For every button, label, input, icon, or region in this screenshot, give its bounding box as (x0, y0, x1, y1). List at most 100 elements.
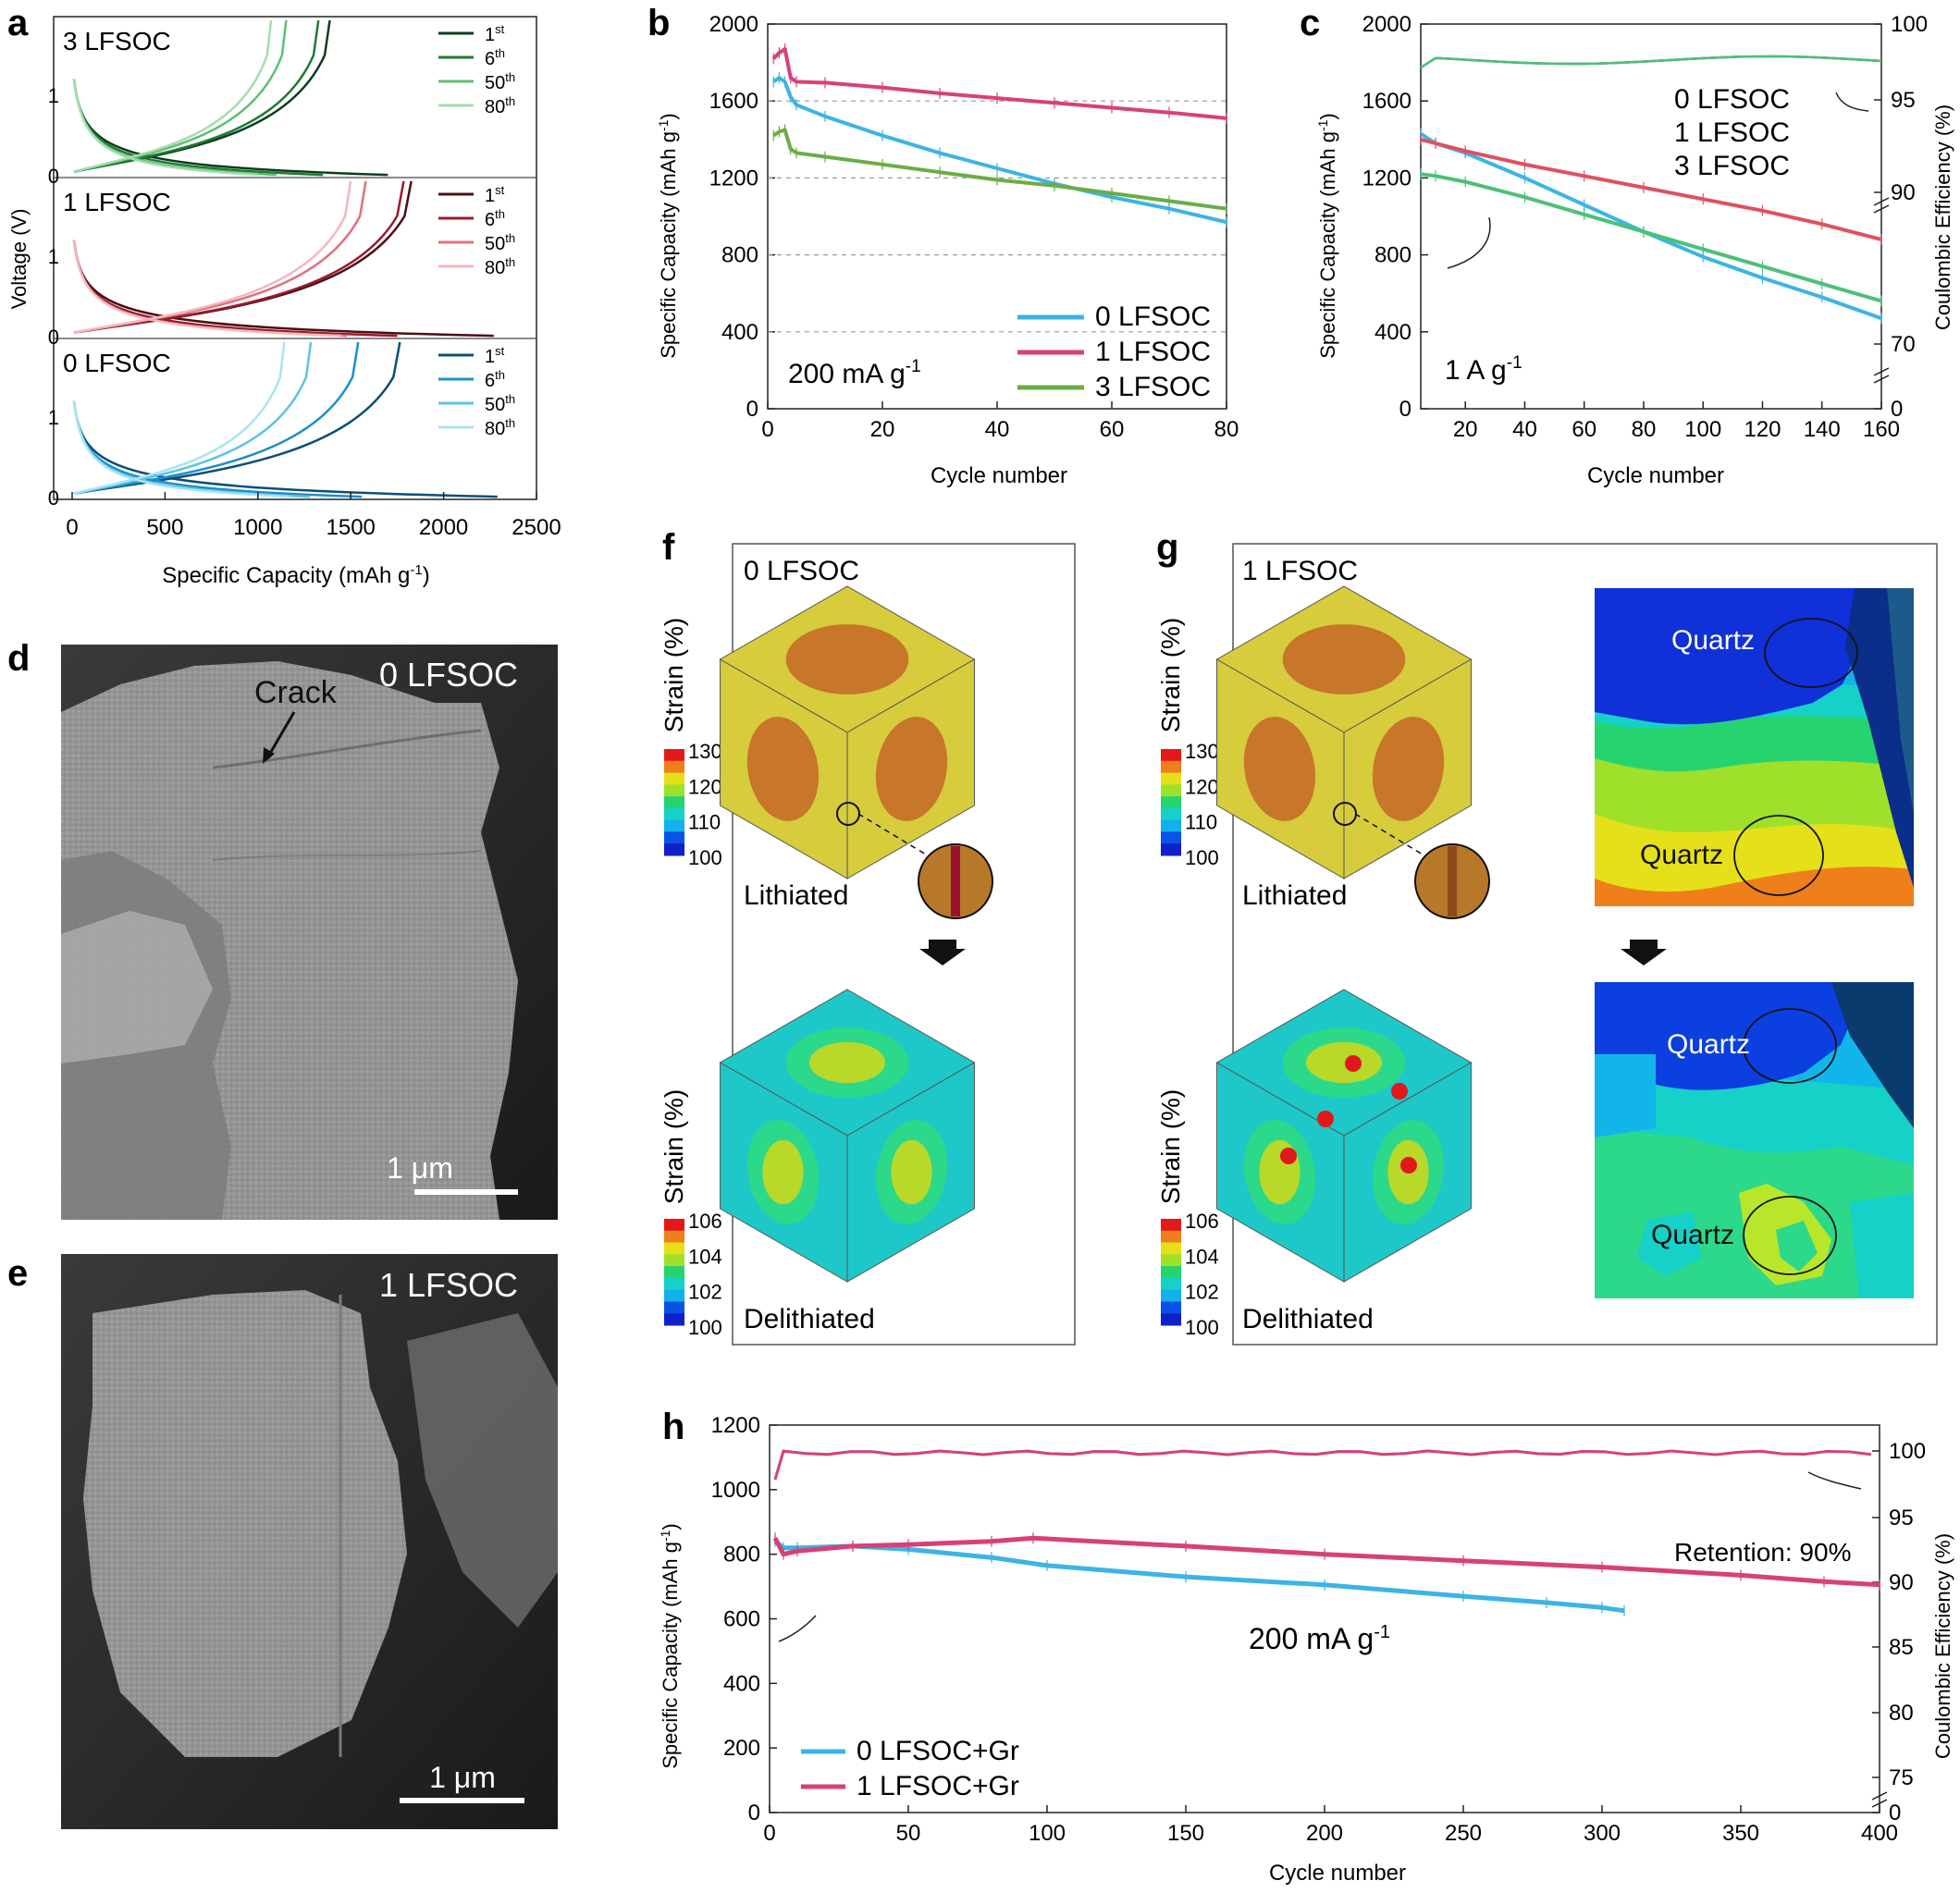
y2-tick-label: 0 (1891, 397, 1903, 422)
strain-scale-bottom-swatch (1161, 1301, 1181, 1314)
quartz-label-2: Quartz (1640, 840, 1723, 870)
panel-c-ylabel: Specific Capacity (mAh g-1) (1315, 113, 1339, 359)
panel-f-down-arrow (919, 940, 966, 965)
panel-a-ylabel: Voltage (V) (7, 209, 31, 310)
strain-scale-top-label: 130 (1185, 740, 1219, 763)
sem-d-scale-bar (414, 1189, 518, 1195)
lithiated-cube-blob (762, 736, 804, 802)
y-tick-label: 1600 (709, 89, 758, 114)
y-tick-label: 1200 (709, 166, 758, 191)
legend-label: 1 LFSOC+Gr (857, 1771, 1019, 1801)
y-tick-label: 400 (1374, 320, 1411, 345)
panel-g-frame (1232, 543, 1938, 1346)
x-tick-label: 160 (1863, 417, 1900, 442)
legend-label: 0 LFSOC (1095, 301, 1211, 332)
strain-scale-bottom-swatch (1161, 1242, 1181, 1255)
strain-scale-top-label: 120 (688, 775, 722, 798)
lithiated-cube-blob (808, 638, 886, 681)
legend-label: 1 LFSOC (1674, 117, 1790, 148)
legend-label: 1st (485, 183, 505, 206)
legend-label: 80th (485, 255, 515, 278)
y-tick-label: 1600 (1362, 89, 1411, 114)
charge-curve (73, 341, 286, 495)
panel-a-xlabel: Specific Capacity (mAh g-1) (162, 562, 429, 588)
strain-scale-bottom-swatch (1161, 1219, 1181, 1232)
x-tick-label: 200 (1306, 1821, 1343, 1846)
legend-sup: th (495, 207, 505, 221)
panel-a-sub-label: 0 LFSOC (63, 349, 171, 377)
sem-e-label: 1 LFSOC (379, 1266, 518, 1304)
y-tick-label: 1200 (711, 1413, 760, 1438)
delithiated-cube-blob (1305, 1041, 1383, 1084)
panel-g-letter: g (1156, 527, 1178, 568)
y-tick-label: 600 (723, 1607, 760, 1632)
legend-label: 50th (485, 392, 515, 415)
panel-f-scales: Strain (%)Strain (%)13012011010010610410… (659, 618, 722, 1339)
y-tick-label: 1000 (711, 1478, 760, 1503)
strain-scale-top-swatch (664, 760, 684, 774)
panel-h-y2label: Coulombic Efficiency (%) (1931, 1533, 1954, 1759)
panel-c-letter: c (1300, 3, 1320, 43)
sem-image-d (61, 645, 558, 1220)
x-tick-label: 400 (1861, 1821, 1898, 1846)
legend-sup: st (495, 22, 505, 36)
panel-f-lithiated: Lithiated (744, 880, 848, 911)
x-tick-label: 1000 (233, 515, 282, 540)
plot-frame (1420, 23, 1882, 410)
strain-scale-top-label: 110 (1185, 811, 1217, 834)
legend-sup: th (505, 255, 515, 269)
x-tick-label: 0 (763, 1821, 775, 1846)
strain-scale-top-swatch (664, 772, 684, 785)
strain-scale-bottom-swatch (1161, 1289, 1181, 1302)
strain-scale-bottom-swatch (1161, 1266, 1181, 1279)
legend-sup: th (495, 46, 505, 60)
strain-scale-top-swatch (1161, 819, 1181, 832)
legend-label: 50th (485, 231, 515, 254)
panel-b-xlabel: Cycle number (931, 463, 1067, 488)
strain-scale-bottom-swatch (664, 1277, 684, 1291)
strain-hotspot (1345, 1055, 1362, 1072)
axis-break (1873, 367, 1890, 384)
y-tick-label: 400 (721, 320, 758, 345)
strain-scale-bottom-swatch (664, 1301, 684, 1314)
panel-g-label: 1 LFSOC (1242, 556, 1358, 586)
y-tick-label: 0 (748, 1801, 760, 1825)
strain-scale-top-label: 130 (688, 740, 722, 763)
panel-a-xticks: 0 500 1000 1500 2000 2500 (66, 492, 561, 540)
strain-scale-top-swatch (1161, 784, 1181, 797)
legend-sup: th (505, 94, 515, 108)
panel-d-letter: d (7, 638, 30, 679)
x-tick-label: 40 (985, 417, 1010, 442)
panel-a-ytick: 1 (48, 406, 59, 429)
magnify-line (857, 813, 936, 861)
strain-scale-bottom-label: 104 (1185, 1245, 1219, 1268)
x-tick-label: 60 (1100, 417, 1125, 442)
x-tick-label: 100 (1029, 1821, 1066, 1846)
strain-scale-top-swatch (664, 831, 684, 844)
legend-label: 80th (485, 94, 515, 117)
strain-scale-bottom-swatch (1161, 1230, 1181, 1244)
ce-trace-1-lfsoc-gr (773, 1449, 1872, 1481)
x-tick-label: 140 (1804, 417, 1841, 442)
strain-scale-bottom-label: 100 (688, 1316, 722, 1339)
strain-scale-top-swatch (664, 843, 684, 856)
strain-scale-top-swatch (1161, 831, 1181, 844)
quartz-label-3: Quartz (1667, 1029, 1750, 1060)
strain-scale-bottom-label: 104 (688, 1245, 722, 1268)
x-tick-label: 50 (896, 1821, 921, 1846)
legend-label: 3 LFSOC (1095, 372, 1211, 402)
strain-scale-bottom-swatch (1161, 1277, 1181, 1291)
strain-scale-top-swatch (1161, 749, 1181, 762)
y2-tick-label: 75 (1889, 1765, 1914, 1790)
quartz-map-top (1595, 588, 1914, 906)
x-tick-label: 2000 (419, 515, 468, 540)
ce-arrow (1807, 1471, 1862, 1490)
y2-tick-label: 100 (1891, 12, 1928, 37)
capacity-arrow (1447, 216, 1491, 269)
y2-tick-label: 85 (1889, 1635, 1914, 1660)
panel-a-letter: a (7, 3, 29, 43)
legend-sup: th (505, 392, 515, 406)
y-tick-label: 0 (1399, 397, 1411, 422)
